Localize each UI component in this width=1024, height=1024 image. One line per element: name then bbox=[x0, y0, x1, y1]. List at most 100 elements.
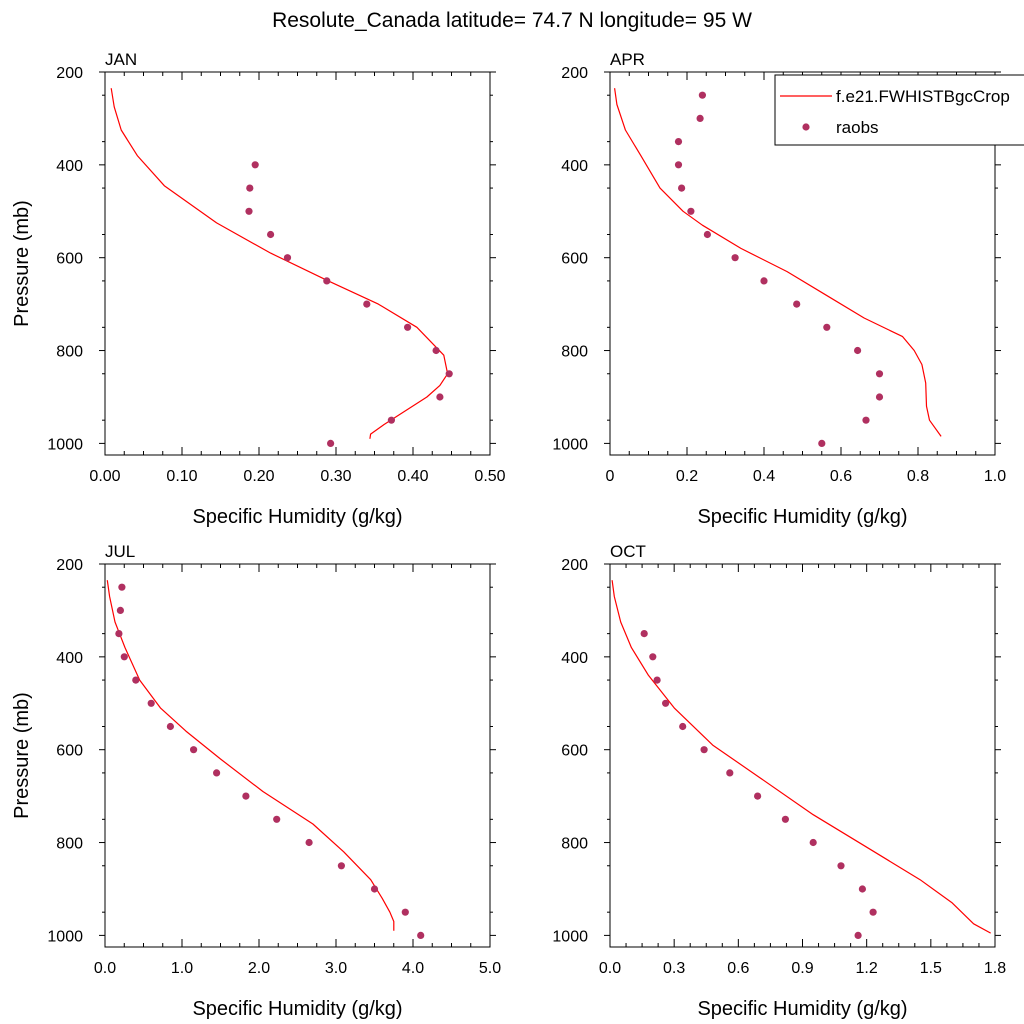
y-tick-label: 600 bbox=[56, 743, 83, 760]
x-tick-label: 1.0 bbox=[171, 960, 193, 977]
raobs-point bbox=[726, 769, 734, 777]
raobs-point bbox=[818, 439, 826, 447]
raobs-point bbox=[678, 184, 686, 192]
raobs-point bbox=[679, 722, 687, 731]
raobs-point bbox=[401, 908, 409, 916]
raobs-point bbox=[731, 254, 739, 262]
panel-oct: OCT 0.0 0.3 0.6 0.9 1.2 1.5 1.8 200 400 600 800 1000… bbox=[552, 542, 1006, 1020]
model-profile-line bbox=[106, 580, 395, 931]
raobs-point bbox=[700, 746, 708, 754]
x-tick-label: 1.0 bbox=[984, 468, 1006, 485]
x-tick-label: 3.0 bbox=[325, 960, 347, 977]
raobs-point bbox=[120, 653, 128, 661]
y-axis-title: Pressure (mb) bbox=[11, 200, 33, 327]
raobs-point bbox=[436, 393, 444, 401]
x-axis-title: Specific Humidity (g/kg) bbox=[697, 998, 907, 1020]
x-tick-label: 0.9 bbox=[791, 960, 813, 977]
x-tick-label: 0.6 bbox=[727, 960, 749, 977]
panel-title: OCT bbox=[610, 542, 646, 561]
raobs-point bbox=[754, 792, 762, 800]
raobs-point bbox=[273, 815, 281, 823]
raobs-point bbox=[370, 885, 379, 893]
x-tick-label: 1.5 bbox=[920, 960, 942, 977]
x-tick-label: 0.50 bbox=[474, 468, 505, 485]
panel-apr: APR 0 0.2 0.4 0.6 0.8 1.0 200 400 600 800 1000 Speci… bbox=[552, 50, 1006, 528]
raobs-point bbox=[363, 300, 371, 308]
y-tick-label: 800 bbox=[56, 836, 83, 853]
raobs-point bbox=[869, 908, 877, 916]
y-tick-label: 800 bbox=[561, 836, 588, 853]
legend: f.e21.FWHISTBgcCrop raobs bbox=[774, 74, 1024, 146]
raobs-point bbox=[190, 746, 198, 754]
x-tick-label: 4.0 bbox=[402, 960, 424, 977]
y-tick-label: 400 bbox=[561, 158, 588, 175]
x-axis-title: Specific Humidity (g/kg) bbox=[192, 998, 402, 1020]
raobs-point bbox=[245, 207, 253, 215]
raobs-point bbox=[147, 699, 155, 707]
x-tick-label: 2.0 bbox=[248, 960, 270, 977]
plot-frame bbox=[104, 71, 491, 456]
raobs-point bbox=[793, 300, 801, 308]
raobs-point bbox=[649, 653, 657, 661]
y-tick-label: 1000 bbox=[552, 928, 588, 945]
raobs-point bbox=[703, 230, 712, 239]
raobs-point bbox=[662, 699, 670, 707]
y-tick-label: 200 bbox=[561, 65, 588, 82]
panel-title: APR bbox=[610, 50, 645, 69]
raobs-point bbox=[305, 838, 313, 847]
legend-box bbox=[774, 74, 1024, 146]
x-tick-label: 0 bbox=[606, 468, 615, 485]
raobs-point bbox=[858, 885, 867, 893]
y-axis-title: Pressure (mb) bbox=[11, 692, 33, 819]
raobs-point bbox=[445, 370, 453, 378]
y-tick-label: 600 bbox=[561, 251, 588, 268]
panel-title: JAN bbox=[105, 50, 137, 69]
raobs-point bbox=[246, 184, 254, 192]
x-tick-label: 0.20 bbox=[243, 468, 274, 485]
raobs-point bbox=[417, 931, 425, 940]
raobs-point bbox=[327, 439, 335, 447]
y-tick-label: 600 bbox=[56, 251, 83, 268]
y-tick-label: 400 bbox=[56, 650, 83, 667]
raobs-point bbox=[781, 815, 790, 823]
model-profile-line bbox=[611, 580, 991, 934]
raobs-point bbox=[251, 161, 259, 169]
raobs-point bbox=[696, 114, 704, 122]
raobs-point bbox=[653, 676, 661, 684]
raobs-point bbox=[854, 346, 862, 355]
legend-obs-marker bbox=[802, 123, 810, 131]
x-tick-label: 1.8 bbox=[984, 960, 1006, 977]
raobs-point bbox=[323, 277, 331, 285]
x-tick-label: 1.2 bbox=[856, 960, 878, 977]
x-tick-label: 0.0 bbox=[599, 960, 621, 977]
legend-model-label: f.e21.FWHISTBgcCrop bbox=[836, 87, 1010, 106]
raobs-point bbox=[116, 606, 124, 615]
y-tick-label: 200 bbox=[56, 65, 83, 82]
raobs-point bbox=[854, 931, 862, 940]
y-tick-label: 200 bbox=[561, 557, 588, 574]
raobs-point bbox=[132, 676, 140, 684]
y-tick-label: 400 bbox=[561, 650, 588, 667]
x-tick-label: 0.2 bbox=[676, 468, 698, 485]
y-tick-label: 800 bbox=[561, 344, 588, 361]
raobs-point bbox=[242, 792, 250, 800]
raobs-point bbox=[115, 630, 123, 638]
y-tick-label: 200 bbox=[56, 557, 83, 574]
y-tick-label: 1000 bbox=[47, 436, 83, 453]
x-tick-label: 0.8 bbox=[907, 468, 929, 485]
panel-title: JUL bbox=[105, 542, 135, 561]
raobs-point bbox=[674, 138, 683, 146]
x-axis-title: Specific Humidity (g/kg) bbox=[192, 506, 402, 528]
model-profile-line bbox=[614, 88, 942, 437]
raobs-point bbox=[404, 323, 412, 331]
y-tick-label: 1000 bbox=[47, 928, 83, 945]
y-tick-label: 400 bbox=[56, 158, 83, 175]
x-tick-label: 0.6 bbox=[830, 468, 852, 485]
raobs-point bbox=[213, 769, 221, 777]
x-tick-label: 0.3 bbox=[663, 960, 685, 977]
plot-frame bbox=[609, 563, 996, 948]
panel-jan: JAN 0.00 0.10 0.20 0.30 0.40 0.50 200 400 600 800 1… bbox=[11, 50, 506, 528]
raobs-point bbox=[387, 416, 395, 424]
raobs-point bbox=[118, 583, 126, 591]
